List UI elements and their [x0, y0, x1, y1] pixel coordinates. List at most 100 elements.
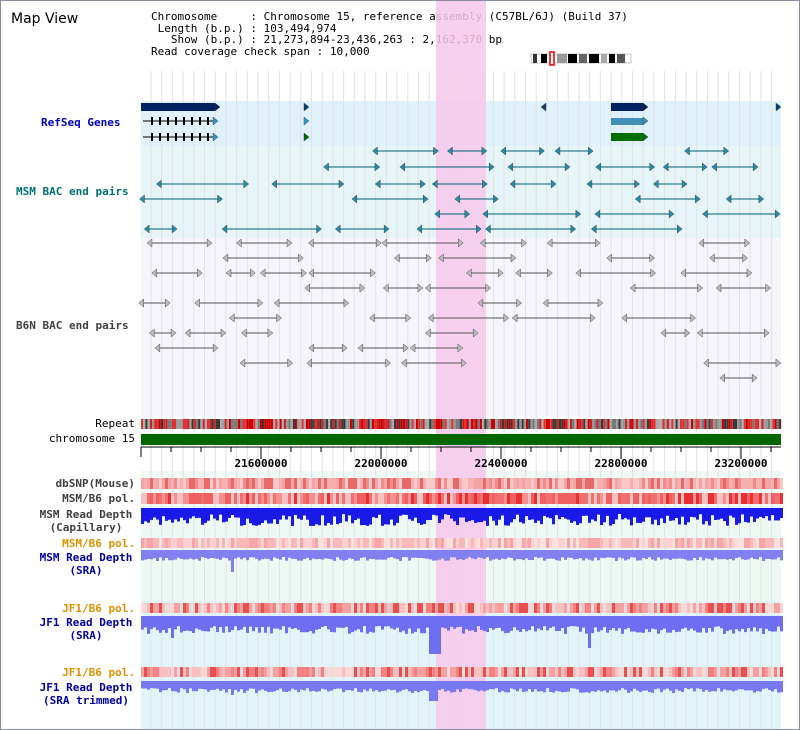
- chromosome-bar[interactable]: [141, 434, 781, 445]
- jf1-depth-sra-bar: [663, 616, 666, 629]
- track-label-refseq[interactable]: RefSeq Genes: [41, 116, 121, 129]
- repeat-segment: [431, 419, 434, 429]
- chromosome-ideogram[interactable]: [530, 51, 632, 66]
- jf1-b6-pol-cell: [633, 603, 636, 613]
- track-label-msm-depth-capillary[interactable]: MSM Read Depth (Capillary): [39, 508, 133, 534]
- jf1-depth-trimmed-bar: [249, 681, 252, 689]
- msm-depth-sra-bar: [636, 550, 639, 561]
- repeat-segment: [750, 419, 753, 429]
- msm-depth-sra-bar: [690, 550, 693, 561]
- msm-b6-pol-cell: [759, 538, 762, 548]
- track-label-msm-depth-sra[interactable]: MSM Read Depth (SRA): [39, 551, 133, 577]
- jf1-depth-trimmed-bar: [615, 681, 618, 692]
- repeat-segment: [737, 419, 740, 429]
- track-label-repeat[interactable]: Repeat: [95, 417, 135, 430]
- track-label-msm-bac[interactable]: MSM BAC end pairs: [16, 185, 129, 198]
- jf1-b6-pol-cell: [171, 667, 174, 677]
- msm-bac-end: [649, 162, 656, 172]
- dbsnp-cell: [717, 478, 720, 489]
- dbsnp-cell: [450, 478, 453, 489]
- jf1-b6-pol-cell: [210, 603, 213, 613]
- b6n-bac-end: [764, 328, 770, 338]
- track-label-jf1-depth-trimmed[interactable]: JF1 Read Depth (SRA trimmed): [39, 681, 133, 707]
- jf1-depth-trimmed-bar: [246, 681, 249, 691]
- msm-depth-sra-bar: [426, 550, 429, 559]
- track-label-b6n-bac[interactable]: B6N BAC end pairs: [16, 319, 129, 332]
- dbsnp-cell: [759, 478, 762, 489]
- repeat-segment: [233, 419, 236, 429]
- msm-b6-pol-cell: [288, 493, 291, 504]
- msm-depth-sra-bar: [504, 550, 507, 560]
- refseq-exon: [167, 133, 169, 141]
- jf1-depth-sra-bar: [639, 616, 642, 633]
- msm-b6-pol-cell: [249, 493, 252, 504]
- jf1-b6-pol-cell: [195, 603, 198, 613]
- track-label-jf1-b6-pol-1[interactable]: JF1/B6 pol.: [62, 602, 135, 615]
- jf1-depth-trimmed-bar: [687, 681, 690, 690]
- jf1-depth-trimmed-bar: [498, 681, 501, 693]
- dbsnp-cell: [231, 478, 234, 489]
- b6n-bac-end: [703, 358, 709, 368]
- msm-b6-pol-cell: [483, 493, 486, 504]
- msm-bac-end: [554, 146, 561, 156]
- msm-depth-capillary-bar: [573, 508, 576, 522]
- msm-b6-pol-cell: [186, 538, 189, 548]
- jf1-depth-sra-bar: [177, 616, 180, 627]
- jf1-depth-sra-bar: [288, 616, 291, 628]
- msm-depth-capillary-bar: [396, 508, 399, 523]
- jf1-depth-sra-bar: [693, 616, 696, 631]
- jf1-b6-pol-cell: [291, 603, 294, 613]
- jf1-depth-trimmed-bar: [744, 681, 747, 691]
- jf1-depth-sra-bar: [588, 616, 591, 648]
- msm-b6-pol-cell: [237, 493, 240, 504]
- jf1-b6-pol-cell: [750, 603, 753, 613]
- jf1-b6-pol-cell: [432, 667, 435, 677]
- repeat-segment: [182, 419, 185, 429]
- msm-b6-pol-cell: [393, 493, 396, 504]
- track-label-msm-b6-pol-2[interactable]: MSM/B6 pol.: [62, 537, 135, 550]
- track-label-jf1-b6-pol-2[interactable]: JF1/B6 pol.: [62, 666, 135, 679]
- msm-depth-capillary-bar: [474, 508, 477, 523]
- repeat-segment: [178, 419, 181, 429]
- jf1-depth-sra-bar: [225, 616, 228, 627]
- repeat-segment: [746, 419, 749, 429]
- jf1-b6-pol-cell: [273, 667, 276, 677]
- jf1-b6-pol-cell: [546, 667, 549, 677]
- msm-b6-pol-cell: [384, 538, 387, 548]
- msm-b6-pol-cell: [702, 538, 705, 548]
- jf1-b6-pol-cell: [765, 603, 768, 613]
- msm-b6-pol-cell: [531, 538, 534, 548]
- b6n-bac-end: [357, 343, 364, 353]
- msm-b6-pol-cell: [225, 538, 228, 548]
- dbsnp-cell: [429, 478, 432, 489]
- msm-depth-sra-bar: [222, 550, 225, 558]
- msm-depth-capillary-bar: [465, 508, 468, 522]
- jf1-depth-sra-bar: [576, 616, 579, 627]
- repeat-segment: [704, 419, 707, 429]
- jf1-depth-sra-bar: [189, 616, 192, 632]
- jf1-b6-pol-cell: [270, 603, 273, 613]
- jf1-depth-sra-bar: [474, 616, 477, 632]
- refseq-gene-arrow: [303, 116, 310, 126]
- msm-b6-pol-cell: [720, 493, 723, 504]
- jf1-b6-pol-cell: [663, 603, 666, 613]
- msm-depth-sra-bar: [393, 550, 396, 559]
- msm-depth-sra-bar: [501, 550, 504, 559]
- track-label-jf1-depth-sra[interactable]: JF1 Read Depth (SRA): [39, 616, 133, 642]
- msm-b6-pol-cell: [222, 493, 225, 504]
- jf1-depth-sra-bar: [510, 616, 513, 631]
- msm-depth-sra-bar: [435, 550, 438, 561]
- msm-bac-end: [752, 162, 759, 172]
- msm-b6-pol-cell: [324, 538, 327, 548]
- track-label-dbsnp[interactable]: dbSNP(Mouse): [55, 477, 135, 490]
- repeat-segment: [761, 419, 764, 429]
- dbsnp-cell: [420, 478, 423, 489]
- msm-depth-sra-bar: [537, 550, 540, 558]
- jf1-b6-pol-cell: [768, 603, 771, 613]
- track-label-chromosome[interactable]: chromosome 15: [48, 432, 135, 445]
- track-label-msm-b6-pol-1[interactable]: MSM/B6 pol.: [62, 492, 135, 505]
- msm-depth-capillary-bar: [192, 508, 195, 517]
- refseq-features: [141, 102, 782, 142]
- msm-depth-capillary-bar: [633, 508, 636, 518]
